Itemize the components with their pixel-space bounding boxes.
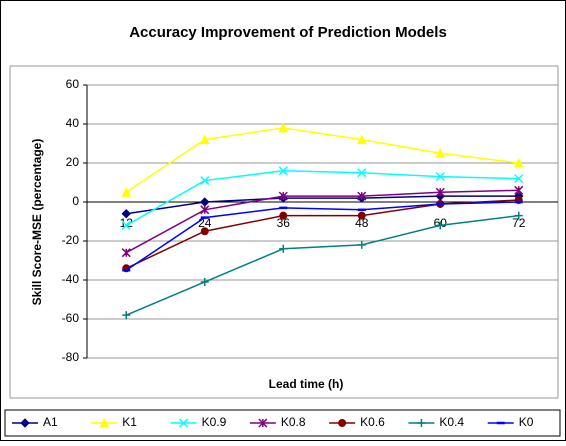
data-point — [200, 205, 210, 215]
y-tick-label: -40 — [62, 272, 80, 286]
data-point — [356, 134, 367, 145]
x-tick-label: 72 — [512, 216, 526, 230]
y-tick-label: -20 — [62, 233, 80, 247]
data-point — [200, 176, 210, 186]
data-point — [514, 211, 523, 220]
legend-label: K0.9 — [202, 415, 227, 429]
y-tick-label: 60 — [66, 77, 80, 91]
x-axis-title: Lead time (h) — [269, 377, 344, 391]
legend-marker — [338, 419, 347, 427]
data-point — [279, 211, 288, 220]
y-tick-label: 40 — [66, 116, 80, 130]
series-line — [126, 195, 519, 215]
x-tick-label: 12 — [120, 216, 134, 230]
legend-marker — [258, 418, 268, 428]
x-tick-label: 48 — [355, 216, 369, 230]
legend-marker — [20, 418, 30, 428]
data-point — [199, 134, 210, 145]
data-point — [513, 157, 524, 168]
series-line — [125, 170, 519, 227]
y-axis-title: Skill Score-MSE (percentage) — [30, 139, 44, 306]
data-point — [436, 221, 445, 230]
y-tick-label: -60 — [62, 311, 80, 325]
legend-label: K0.6 — [360, 415, 385, 429]
legend-label: K0.8 — [281, 415, 306, 429]
data-point — [121, 220, 131, 230]
data-point — [435, 187, 445, 197]
data-point — [357, 240, 366, 249]
data-point — [514, 174, 524, 184]
legend-label: K0.4 — [439, 415, 464, 429]
data-point — [121, 187, 132, 197]
data-point — [121, 208, 131, 219]
data-point — [200, 277, 209, 286]
data-point — [121, 248, 131, 258]
y-tick-label: 0 — [72, 194, 79, 208]
legend-marker — [179, 418, 189, 428]
legend-label: A1 — [43, 415, 58, 429]
data-point — [435, 148, 446, 158]
data-point — [514, 185, 524, 195]
series-line — [125, 127, 519, 193]
chart-title: Accuracy Improvement of Prediction Model… — [129, 24, 447, 41]
data-point — [357, 191, 367, 201]
data-point — [357, 168, 367, 178]
legend-marker — [417, 419, 426, 427]
y-tick-label: -80 — [62, 350, 80, 364]
x-tick-label: 36 — [277, 216, 291, 230]
data-point — [435, 172, 445, 182]
data-point — [357, 211, 366, 220]
data-point — [279, 244, 288, 253]
data-point — [200, 227, 209, 236]
legend-label: K0 — [519, 415, 534, 429]
data-point — [278, 191, 288, 201]
y-tick-label: 20 — [66, 155, 80, 169]
series-line — [125, 214, 519, 316]
plot-area-border — [9, 65, 559, 399]
series-line — [125, 201, 519, 271]
data-point — [122, 311, 131, 320]
legend-marker — [99, 417, 110, 428]
series-line — [125, 189, 519, 254]
data-point — [278, 122, 289, 133]
legend-label: K1 — [122, 415, 137, 429]
data-point — [278, 166, 288, 176]
